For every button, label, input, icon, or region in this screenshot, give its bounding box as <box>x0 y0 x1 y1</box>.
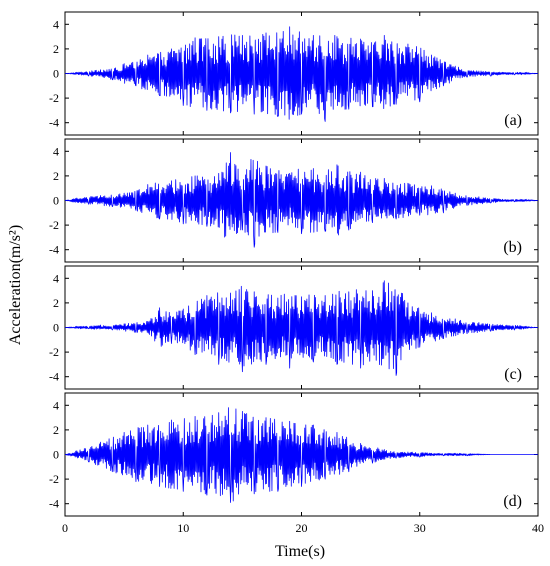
x-tick-label: 40 <box>532 521 544 535</box>
panel-frame <box>64 11 539 136</box>
y-tick-label: -4 <box>49 497 59 511</box>
y-tick-label: -2 <box>49 345 59 359</box>
panel-2: -4 -2 0 2 4 (b) <box>49 138 539 263</box>
panel-label: (b) <box>503 239 522 256</box>
y-tick-label: 4 <box>53 17 59 31</box>
y-tick-label: -4 <box>49 243 59 257</box>
y-tick-label: 2 <box>53 169 59 183</box>
y-tick-label: 4 <box>53 144 59 158</box>
y-tick-label: -2 <box>49 472 59 486</box>
y-tick-label: -2 <box>49 218 59 232</box>
y-tick-label: 0 <box>53 67 59 81</box>
x-tick-label: 30 <box>414 521 426 535</box>
x-tick-label: 0 <box>62 521 68 535</box>
y-axis-label: Acceleration(m/s²) <box>7 225 24 345</box>
y-tick-label: 0 <box>53 194 59 208</box>
y-tick-label: -4 <box>49 116 59 130</box>
y-tick-label: 2 <box>53 423 59 437</box>
x-tick-label: 20 <box>296 521 308 535</box>
y-tick-label: 2 <box>53 296 59 310</box>
panel-frame <box>64 138 539 263</box>
panel-3: -4 -2 0 2 4 (c) <box>49 265 539 390</box>
panel-frame <box>64 392 539 517</box>
panel-1: -4 -2 0 2 4 (a) <box>49 11 539 136</box>
x-axis-label: Time(s) <box>275 543 325 560</box>
panel-label: (a) <box>504 112 522 129</box>
y-tick-label: -2 <box>49 91 59 105</box>
panel-label: (c) <box>504 366 522 383</box>
y-tick-label: 4 <box>53 398 59 412</box>
y-tick-label: 0 <box>53 321 59 335</box>
acceleration-series-line <box>64 26 539 122</box>
y-tick-label: 2 <box>53 42 59 56</box>
y-tick-label: 4 <box>53 271 59 285</box>
y-tick-label: -4 <box>49 370 59 384</box>
acceleration-series-line <box>64 407 538 503</box>
acceleration-series-line <box>64 152 539 248</box>
x-tick-label: 10 <box>177 521 189 535</box>
y-tick-label: 0 <box>53 448 59 462</box>
panel-label: (d) <box>503 493 522 510</box>
acceleration-series-line <box>64 280 539 376</box>
